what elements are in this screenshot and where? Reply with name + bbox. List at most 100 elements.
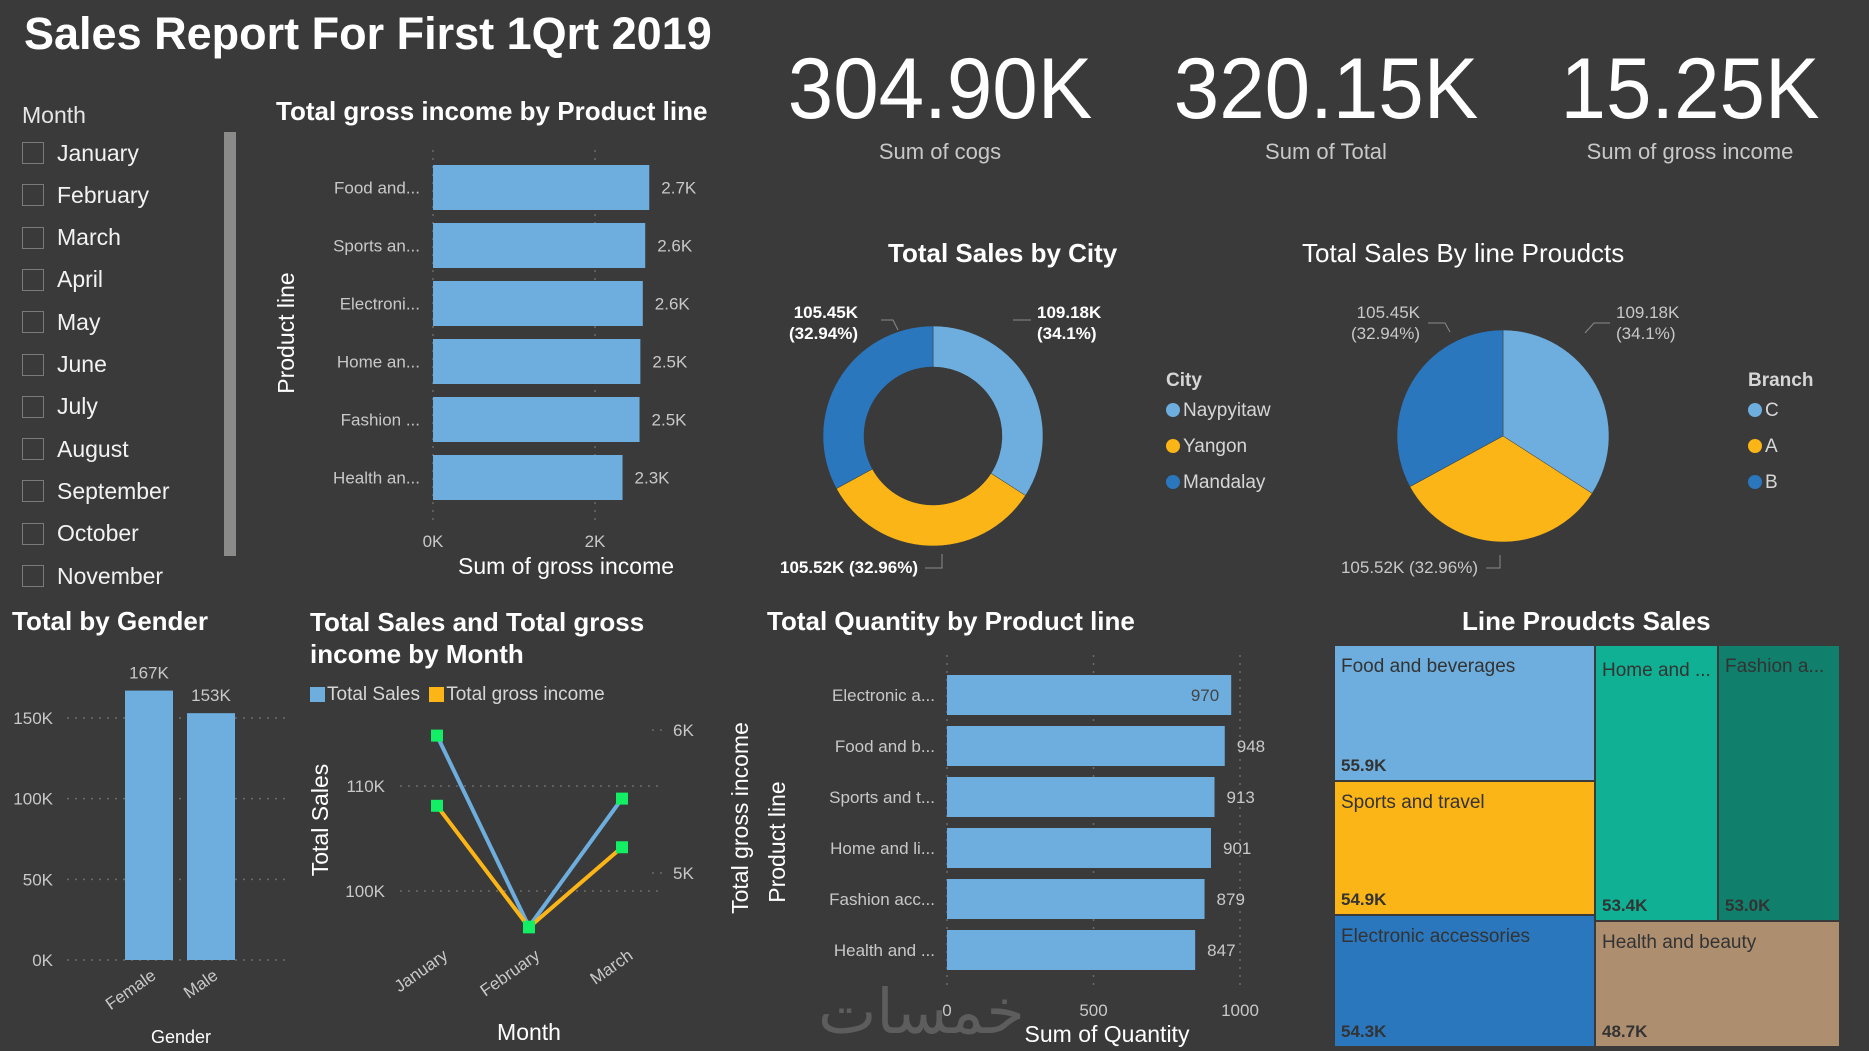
y-tick-label: 100K [13,790,53,809]
slicer-item-september[interactable]: September [22,476,170,506]
data-label: 105.45K [794,303,859,322]
kpi-card-cogs: 304.90K Sum of cogs [740,40,1140,165]
checkbox[interactable] [22,522,44,545]
legend-item-a[interactable]: A [1748,436,1813,472]
slicer-item-label: August [57,435,129,462]
checkbox[interactable] [22,565,44,587]
legend-item-b[interactable]: B [1748,472,1813,508]
slicer-item-label: June [57,351,107,377]
treemap-cell[interactable]: Sports and travel 54.9K [1334,781,1595,915]
checkbox[interactable] [22,438,44,461]
leader-line [881,319,899,331]
y-tick-label: Fashion acc... [829,890,935,909]
legend-item-yangon[interactable]: Yangon [1166,436,1271,472]
checkbox[interactable] [22,226,44,249]
legend-item-c[interactable]: C [1748,400,1813,436]
checkbox[interactable] [22,268,44,291]
legend-dot [1748,439,1762,453]
legend-label: B [1765,472,1778,493]
data-label: 105.45K [1357,303,1421,322]
data-label: 847 [1207,941,1235,960]
slice-a[interactable] [1409,435,1593,543]
slicer-item-february[interactable]: February [22,180,149,210]
bar[interactable] [433,165,650,210]
bar[interactable] [433,281,643,326]
series-line-total-gross-income[interactable] [435,804,624,931]
bar[interactable] [947,879,1205,919]
slice-yangon[interactable] [836,468,1026,547]
data-point-marker[interactable] [616,841,628,854]
series-line-total-sales[interactable] [435,734,624,931]
slice-mandalay[interactable] [822,325,934,489]
checkbox[interactable] [22,184,44,207]
legend-dot [1166,475,1180,489]
treemap-cell[interactable]: Home and ... 53.4K [1595,645,1718,921]
slice-naypyitaw[interactable] [932,325,1044,496]
slicer-item-june[interactable]: June [22,350,107,380]
legend-item-total-sales[interactable]: Total Sales [310,684,420,705]
legend-swatch [429,687,445,702]
chart-title-quantity-by-product: Total Quantity by Product line [767,606,1135,636]
slice-b[interactable] [1396,329,1504,488]
treemap-cell[interactable]: Health and beauty 48.7K [1595,921,1840,1047]
slicer-item-april[interactable]: April [22,265,103,295]
treemap-cell-value: 54.9K [1341,890,1387,909]
data-point-marker[interactable] [523,921,535,934]
x-tick-label: February [477,945,544,1000]
bar[interactable] [947,675,1232,715]
checkbox[interactable] [22,311,44,334]
x-tick-label: Male [180,966,221,1003]
slicer-item-july[interactable]: July [22,392,98,422]
x-tick-label: Female [102,966,159,1014]
slicer-item-january[interactable]: January [22,138,139,168]
slicer-item-label: January [57,139,139,166]
chart-title-sales-by-branch: Total Sales By line Proudcts [1302,238,1625,268]
y-axis-title: Total Sales [307,764,333,877]
data-point-marker[interactable] [431,799,443,812]
legend-dot [1748,475,1762,489]
data-point-marker[interactable] [431,729,443,742]
slicer-item-label: September [57,477,170,504]
slice-c[interactable] [1502,329,1610,494]
bar[interactable] [125,690,173,960]
treemap-cell[interactable]: Food and beverages 55.9K [1334,645,1595,781]
slicer-item-may[interactable]: May [22,307,100,337]
bar[interactable] [947,777,1215,817]
y-axis-title: Product line [273,272,299,393]
bar[interactable] [947,726,1225,766]
slicer-item-november[interactable]: November [22,561,163,591]
checkbox[interactable] [22,353,44,376]
legend-item-mandalay[interactable]: Mandalay [1166,472,1271,508]
slicer-item-label: May [57,308,101,335]
treemap-cell[interactable]: Electronic accessories 54.3K [1334,915,1595,1047]
chart-title-sales-by-month: Total Sales and Total gross income by Mo… [310,607,645,669]
checkbox[interactable] [22,480,44,503]
bar[interactable] [433,339,641,384]
slicer-item-label: November [57,562,164,589]
slicer-item-label: March [57,224,121,251]
x-axis-title: Month [497,1019,561,1045]
bar[interactable] [433,397,640,442]
legend-item-naypyitaw[interactable]: Naypyitaw [1166,400,1271,436]
slicer-item-march[interactable]: March [22,223,121,253]
treemap-cell[interactable]: Fashion a... 53.0K [1718,645,1840,921]
y-tick-label: Health an... [333,469,420,488]
bar[interactable] [433,455,623,500]
y-tick-label: Home an... [337,353,420,372]
legend-item-total-gross-income[interactable]: Total gross income [429,684,605,705]
bar[interactable] [947,828,1211,868]
bar[interactable] [947,930,1196,970]
checkbox[interactable] [22,395,44,418]
slicer-scrollbar[interactable] [224,132,236,556]
bar[interactable] [187,713,235,960]
bar[interactable] [433,223,646,268]
data-point-marker[interactable] [616,792,628,805]
checkbox[interactable] [22,142,44,164]
data-label: 2.5K [652,353,688,372]
slicer-item-august[interactable]: August [22,434,129,464]
leader-line [1584,322,1610,334]
y-axis-title-secondary: Total gross income [727,722,753,914]
data-label: 913 [1227,788,1255,807]
slicer-item-october[interactable]: October [22,519,139,549]
legend-sales-month: Total Sales Total gross income [310,684,605,706]
